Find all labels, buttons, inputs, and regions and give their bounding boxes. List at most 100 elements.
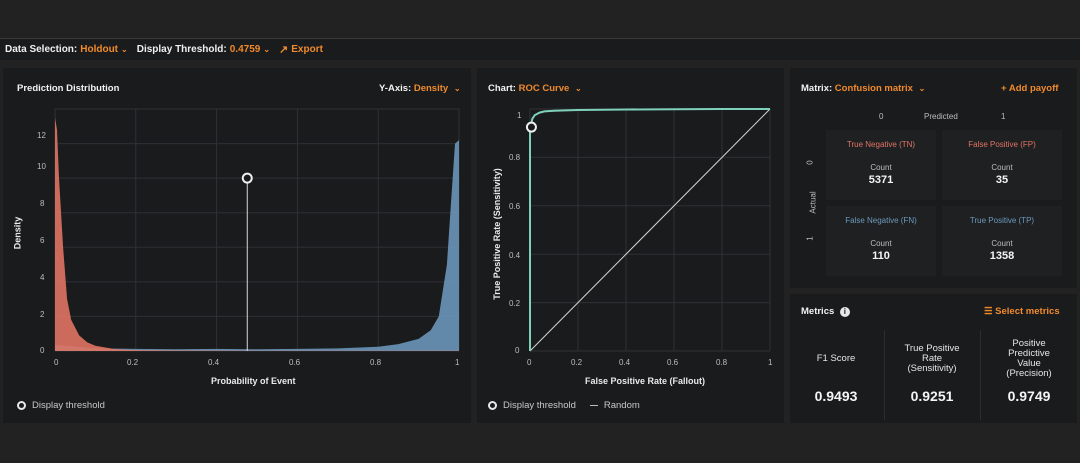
chart-value: ROC Curve: [518, 83, 570, 94]
metric-divider: [980, 330, 981, 420]
chevron-down-icon: ⌄: [121, 45, 128, 54]
threshold-marker-icon: [488, 401, 497, 410]
fp-count: 35: [995, 174, 1009, 186]
legend-label-threshold: Display threshold: [503, 400, 576, 411]
chart-dropdown[interactable]: Chart: ROC Curve ⌄: [488, 83, 582, 94]
random-line-icon: [589, 405, 598, 406]
export-button[interactable]: ↗ Export: [279, 43, 323, 56]
distribution-chart: [54, 108, 460, 352]
legend-label: Display threshold: [32, 400, 105, 411]
predicted-class-0: 0: [879, 112, 884, 121]
tn-label: True Negative (TN): [846, 140, 916, 149]
roc-panel: Chart: ROC Curve ⌄ 1 0.8 0.6 0.4 0.2 0 0…: [477, 68, 784, 423]
x-tick: 0.4: [619, 358, 631, 367]
threshold-handle[interactable]: [241, 172, 253, 184]
y-tick: 4: [40, 273, 45, 282]
matrix-value: Confusion matrix: [834, 83, 913, 94]
y-tick: 10: [37, 162, 46, 171]
actual-axis-label: Actual: [808, 191, 818, 214]
metric-value: 0.9251: [910, 388, 954, 404]
x-tick: 1: [455, 358, 460, 367]
random-line: [529, 108, 771, 352]
data-selection-value: Holdout: [80, 44, 119, 55]
x-tick: 0: [527, 358, 532, 367]
y-axis-title: Density: [12, 216, 23, 250]
y-tick: 0: [40, 346, 45, 355]
y-axis-title: True Positive Rate (Sensitivity): [492, 168, 502, 300]
add-payoff-button[interactable]: + Add payoff: [1001, 83, 1059, 94]
matrix-label: Matrix:: [801, 83, 833, 94]
fp-label: False Positive (FP): [968, 140, 1036, 149]
matrix-dropdown[interactable]: Matrix: Confusion matrix ⌄: [801, 83, 925, 94]
x-tick: 0.8: [370, 358, 382, 367]
cell-true-positive[interactable]: True Positive (TP) Count 1358: [942, 206, 1062, 276]
metric-label: True Positive Rate (Sensitivity): [904, 343, 960, 374]
x-tick: 0.6: [289, 358, 301, 367]
y-axis-dropdown[interactable]: Y-Axis: Density ⌄: [379, 83, 461, 94]
list-icon: ☰: [984, 306, 993, 317]
y-tick: 0.6: [509, 202, 521, 211]
fn-count: 110: [872, 250, 890, 262]
positive-density-area: [55, 140, 459, 351]
x-tick: 0: [54, 358, 59, 367]
x-tick: 1: [768, 358, 773, 367]
y-tick: 0.4: [509, 251, 521, 260]
tn-count: 5371: [868, 174, 894, 186]
export-label: Export: [291, 44, 323, 55]
prediction-distribution-panel: Prediction Distribution Y-Axis: Density …: [3, 68, 471, 423]
metric-divider: [884, 330, 885, 420]
display-threshold-value: 0.4759: [229, 44, 261, 55]
x-tick: 0.6: [667, 358, 679, 367]
count-label: Count: [870, 239, 892, 248]
y-tick: 0.2: [509, 299, 521, 308]
metric-label: F1 Score: [816, 353, 856, 364]
y-axis-label: Y-Axis:: [379, 83, 412, 94]
count-label: Count: [991, 239, 1013, 248]
threshold-handle[interactable]: [525, 121, 537, 133]
metric-value: 0.9749: [1007, 388, 1051, 404]
metric-label: Positive Predictive Value (Precision): [1006, 338, 1052, 379]
panel-title: Prediction Distribution: [17, 83, 120, 94]
cell-false-positive[interactable]: False Positive (FP) Count 35: [942, 130, 1062, 200]
y-tick: 1: [517, 111, 522, 120]
y-tick: 0: [515, 346, 520, 355]
y-tick: 12: [37, 131, 46, 140]
roc-chart: [525, 108, 771, 352]
chevron-down-icon: ⌄: [918, 84, 926, 93]
count-label: Count: [870, 163, 892, 172]
metric-ppv: Positive Predictive Value (Precision) 0.…: [997, 328, 1061, 418]
cell-false-negative[interactable]: False Negative (FN) Count 110: [826, 206, 936, 276]
metric-tpr: True Positive Rate (Sensitivity) 0.9251: [900, 328, 964, 418]
legend-display-threshold: Display threshold: [17, 400, 105, 411]
y-tick: 8: [40, 199, 45, 208]
y-tick: 6: [40, 236, 45, 245]
display-threshold-label: Display Threshold:: [136, 44, 227, 55]
metric-f1: F1 Score 0.9493: [804, 328, 868, 418]
chart-label: Chart:: [488, 83, 516, 94]
display-threshold-dropdown[interactable]: Display Threshold: 0.4759 ⌄: [137, 44, 270, 55]
predicted-class-1: 1: [1001, 112, 1006, 121]
y-tick: 2: [40, 310, 45, 319]
select-metrics-button[interactable]: ☰ Select metrics: [984, 306, 1060, 317]
data-selection-dropdown[interactable]: Data Selection: Holdout ⌄: [5, 44, 128, 55]
data-selection-label: Data Selection:: [5, 44, 78, 55]
tp-count: 1358: [989, 250, 1015, 262]
info-icon[interactable]: i: [839, 307, 850, 317]
cell-true-negative[interactable]: True Negative (TN) Count 5371: [826, 130, 936, 200]
fn-label: False Negative (FN): [845, 216, 917, 225]
metric-value: 0.9493: [814, 388, 858, 404]
x-tick: 0.8: [716, 358, 728, 367]
y-tick: 0.8: [509, 153, 521, 162]
roc-legend: Display threshold Random: [488, 400, 640, 411]
x-tick: 0.4: [208, 358, 220, 367]
toolbar: Data Selection: Holdout ⌄ Display Thresh…: [0, 38, 1080, 60]
x-tick: 0.2: [571, 358, 583, 367]
count-label: Count: [991, 163, 1013, 172]
tp-label: True Positive (TP): [969, 216, 1035, 225]
metrics-title-label: Metrics: [801, 306, 835, 317]
confusion-matrix-panel: Matrix: Confusion matrix ⌄ + Add payoff …: [790, 68, 1077, 288]
metrics-panel: Metrics i ☰ Select metrics: [790, 294, 1077, 423]
x-tick: 0.2: [127, 358, 139, 367]
metrics-title: Metrics i: [801, 306, 850, 317]
